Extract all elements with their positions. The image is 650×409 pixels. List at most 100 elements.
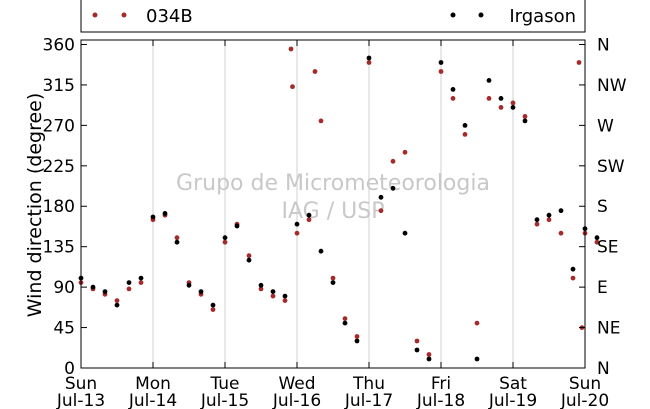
data-point bbox=[510, 100, 516, 106]
data-point bbox=[246, 257, 252, 263]
data-point bbox=[318, 248, 324, 254]
data-point bbox=[462, 123, 468, 128]
right-tick-label: E bbox=[597, 278, 608, 298]
x-tick-day: Thu bbox=[352, 374, 385, 394]
data-point bbox=[258, 286, 264, 292]
data-point bbox=[510, 105, 516, 110]
data-point bbox=[90, 284, 96, 290]
data-point bbox=[174, 235, 180, 241]
data-point bbox=[570, 266, 576, 272]
data-point bbox=[210, 307, 216, 312]
data-point bbox=[534, 221, 540, 227]
data-point bbox=[306, 217, 312, 223]
data-point bbox=[290, 84, 295, 90]
data-point bbox=[558, 208, 564, 214]
data-point bbox=[498, 105, 504, 110]
data-point bbox=[330, 280, 336, 285]
data-point bbox=[198, 289, 204, 294]
data-point bbox=[282, 293, 288, 299]
x-tick-day: Sat bbox=[499, 374, 527, 394]
data-point bbox=[258, 282, 264, 288]
x-tick-date: Jul-19 bbox=[488, 391, 537, 409]
data-point bbox=[438, 69, 444, 74]
data-point bbox=[222, 235, 228, 241]
y-axis-label: Wind direction (degree) bbox=[24, 93, 46, 318]
data-point bbox=[570, 275, 576, 281]
data-point bbox=[390, 185, 396, 191]
x-tick-day: Sun bbox=[569, 374, 601, 394]
data-point bbox=[546, 217, 552, 223]
x-tick-date: Jul-17 bbox=[344, 391, 393, 409]
data-point bbox=[306, 212, 312, 218]
watermark: Grupo de Micrometeorologia IAG / USP bbox=[176, 171, 490, 224]
data-point bbox=[114, 298, 120, 303]
right-tick-label: W bbox=[597, 116, 614, 136]
data-points bbox=[78, 46, 600, 362]
right-tick-label: N bbox=[597, 359, 610, 379]
data-point bbox=[378, 208, 384, 214]
y-tick-label: 360 bbox=[43, 35, 75, 55]
data-point bbox=[162, 211, 168, 216]
y-tick-label: 180 bbox=[43, 197, 75, 217]
data-point bbox=[312, 69, 318, 74]
data-point bbox=[288, 46, 294, 52]
y-tick-label: 45 bbox=[53, 319, 75, 339]
y-tick-label: 90 bbox=[53, 278, 75, 298]
data-point bbox=[414, 347, 420, 353]
legend-label: Irgason bbox=[509, 6, 576, 27]
plot-frame bbox=[80, 39, 586, 369]
y-tick-label: 225 bbox=[43, 157, 75, 177]
series-034b bbox=[78, 46, 600, 357]
x-tick-date: Jul-14 bbox=[128, 391, 177, 409]
data-point bbox=[174, 239, 180, 245]
data-point bbox=[246, 253, 252, 259]
right-tick-label: SW bbox=[597, 157, 625, 177]
data-point bbox=[558, 230, 564, 236]
legend: 034B Irgason bbox=[80, 0, 586, 33]
vertical-gridlines bbox=[152, 40, 514, 368]
legend-frame bbox=[80, 0, 586, 33]
data-point bbox=[450, 87, 456, 92]
data-point bbox=[366, 60, 372, 65]
data-point bbox=[474, 320, 480, 326]
data-point bbox=[594, 239, 600, 245]
data-point bbox=[102, 289, 108, 294]
data-point bbox=[318, 118, 324, 124]
data-point bbox=[366, 55, 372, 61]
data-point bbox=[354, 334, 360, 339]
watermark-line: Grupo de Micrometeorologia bbox=[176, 171, 490, 196]
data-point bbox=[438, 60, 444, 65]
y-tick-label: 270 bbox=[43, 116, 75, 136]
data-point bbox=[294, 221, 300, 227]
data-point bbox=[414, 338, 420, 344]
legend-marker bbox=[450, 12, 456, 18]
data-point bbox=[486, 96, 492, 101]
legend-label: 034B bbox=[146, 6, 193, 27]
x-tick-date: Jul-16 bbox=[272, 391, 321, 409]
x-tick-date: Jul-18 bbox=[416, 391, 465, 409]
legend-marker bbox=[92, 12, 98, 18]
right-tick-label: NW bbox=[597, 76, 627, 96]
data-point bbox=[342, 316, 348, 321]
y-tick-label: 0 bbox=[64, 359, 75, 379]
data-point bbox=[402, 149, 408, 155]
data-point bbox=[330, 275, 336, 281]
data-point bbox=[114, 302, 120, 308]
data-point bbox=[294, 230, 300, 236]
data-point bbox=[390, 158, 396, 164]
data-point bbox=[186, 282, 192, 288]
legend-marker bbox=[121, 12, 127, 18]
right-tick-label: N bbox=[597, 35, 610, 55]
data-point bbox=[522, 114, 528, 119]
x-tick-date: Jul-13 bbox=[56, 391, 105, 409]
data-point bbox=[138, 275, 144, 281]
data-point bbox=[270, 293, 276, 299]
right-tick-label: SE bbox=[597, 238, 619, 258]
data-point bbox=[402, 230, 408, 236]
data-point bbox=[234, 223, 240, 229]
legend-marker bbox=[478, 12, 484, 18]
right-tick-label: NE bbox=[597, 319, 620, 339]
data-point bbox=[426, 356, 432, 362]
data-point bbox=[498, 96, 504, 101]
data-point bbox=[126, 286, 132, 292]
